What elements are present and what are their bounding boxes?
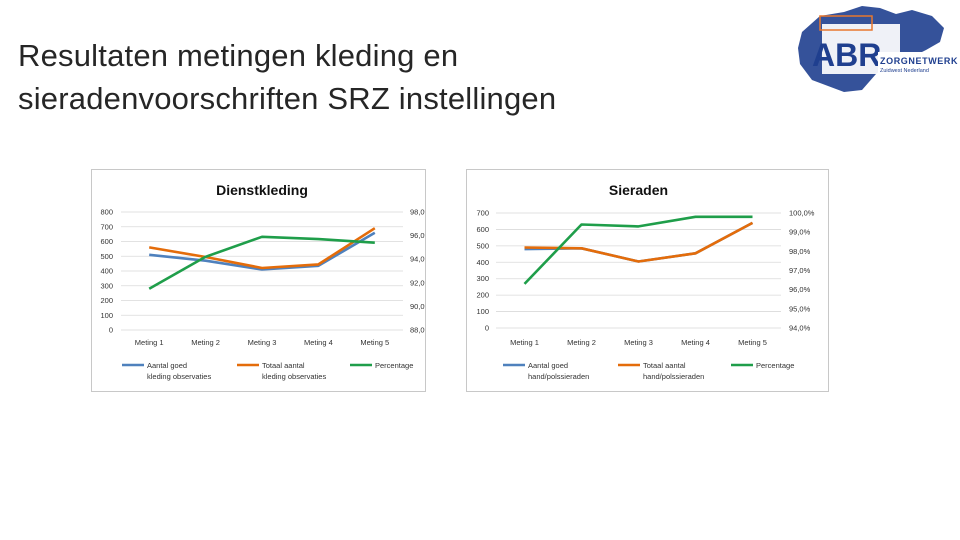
y-right-tick-label: 96,0% bbox=[789, 285, 811, 294]
y-right-tick-label: 100,0% bbox=[789, 209, 815, 218]
series-line-percentage bbox=[148, 235, 375, 290]
chart-title: Dienstkleding bbox=[216, 182, 308, 198]
y-left-tick-label: 700 bbox=[100, 222, 113, 231]
legend-label: kleding observaties bbox=[262, 372, 326, 381]
x-category-label: Meting 4 bbox=[304, 338, 333, 347]
legend-label: hand/polssieraden bbox=[643, 372, 704, 381]
y-left-tick-label: 0 bbox=[109, 326, 113, 335]
legend-label: Totaal aantal bbox=[643, 361, 686, 370]
y-right-tick-label: 99,0% bbox=[789, 228, 811, 237]
y-right-tick-label: 98,0% bbox=[410, 208, 425, 217]
chart-dienstkleding: Dienstkleding 0 100 200 300 400 500 600 700 800 88… bbox=[91, 169, 426, 392]
legend-label: Aantal goed bbox=[147, 361, 187, 370]
chart-sieraden-svg: Sieraden 0 100 200 300 400 500 600 700 94,0% 95,0%… bbox=[476, 182, 815, 381]
y-right-tick-label: 88,0% bbox=[410, 326, 425, 335]
series-line-aantal-goed-kleding-observaties bbox=[149, 231, 376, 271]
legend-label: hand/polssieraden bbox=[528, 372, 589, 381]
series-line-totaal-aantal-kleding-observaties bbox=[148, 227, 376, 270]
y-left-tick-label: 500 bbox=[100, 252, 113, 261]
y-left-tick-label: 800 bbox=[100, 208, 113, 217]
slide-title-line-2: sieradenvoorschriften SRZ instellingen bbox=[18, 81, 557, 116]
chart-title: Sieraden bbox=[609, 182, 668, 198]
x-category-label: Meting 5 bbox=[360, 338, 389, 347]
y-right-tick-label: 97,0% bbox=[789, 266, 811, 275]
series-line-percentage bbox=[523, 215, 753, 285]
y-left-tick-label: 100 bbox=[100, 311, 113, 320]
abr-zorgnetwerk-logo: ABR ZORGNETWERK Zuidwest Nederland bbox=[798, 6, 958, 92]
legend-label: Totaal aantal bbox=[262, 361, 305, 370]
y-right-tick-label: 94,0% bbox=[410, 255, 425, 264]
y-right-tick-label: 90,0% bbox=[410, 302, 425, 311]
y-left-tick-label: 600 bbox=[476, 225, 489, 234]
logo-region: Zuidwest Nederland bbox=[880, 68, 929, 74]
logo-name: ZORGNETWERK bbox=[880, 56, 958, 66]
x-category-label: Meting 1 bbox=[135, 338, 164, 347]
x-category-label: Meting 4 bbox=[681, 338, 710, 347]
y-left-tick-label: 0 bbox=[485, 324, 489, 333]
x-category-label: Meting 5 bbox=[738, 338, 767, 347]
x-category-label: Meting 3 bbox=[624, 338, 653, 347]
y-left-tick-label: 700 bbox=[476, 209, 489, 218]
y-left-tick-label: 300 bbox=[100, 281, 113, 290]
x-category-label: Meting 3 bbox=[248, 338, 277, 347]
y-left-tick-label: 300 bbox=[476, 274, 489, 283]
y-left-tick-label: 200 bbox=[100, 296, 113, 305]
legend-label: Percentage bbox=[756, 361, 794, 370]
x-category-label: Meting 2 bbox=[567, 338, 596, 347]
y-right-tick-label: 94,0% bbox=[789, 324, 811, 333]
y-right-tick-label: 96,0% bbox=[410, 231, 425, 240]
x-category-label: Meting 2 bbox=[191, 338, 220, 347]
chart-dienstkleding-svg: Dienstkleding 0 100 200 300 400 500 600 700 800 88… bbox=[100, 182, 425, 381]
y-left-tick-label: 200 bbox=[476, 291, 489, 300]
series-line-totaal-aantal-hand-polssieraden bbox=[524, 221, 754, 263]
legend-label: Percentage bbox=[375, 361, 413, 370]
legend-label: kleding observaties bbox=[147, 372, 211, 381]
logo-abbreviation: ABR bbox=[812, 37, 881, 73]
y-left-tick-label: 400 bbox=[100, 267, 113, 276]
y-right-tick-label: 95,0% bbox=[789, 304, 811, 313]
y-left-tick-label: 600 bbox=[100, 237, 113, 246]
legend-label: Aantal goed bbox=[528, 361, 568, 370]
y-left-tick-label: 500 bbox=[476, 241, 489, 250]
chart-sieraden: Sieraden 0 100 200 300 400 500 600 700 94,0% 95,0%… bbox=[466, 169, 829, 392]
y-left-tick-label: 100 bbox=[476, 307, 489, 316]
x-category-label: Meting 1 bbox=[510, 338, 539, 347]
slide-title-line-1: Resultaten metingen kleding en bbox=[18, 38, 459, 73]
y-right-tick-label: 92,0% bbox=[410, 278, 425, 287]
slide-title: Resultaten metingen kleding en sieradenv… bbox=[18, 34, 556, 120]
y-right-tick-label: 98,0% bbox=[789, 247, 811, 256]
y-left-tick-label: 400 bbox=[476, 258, 489, 267]
